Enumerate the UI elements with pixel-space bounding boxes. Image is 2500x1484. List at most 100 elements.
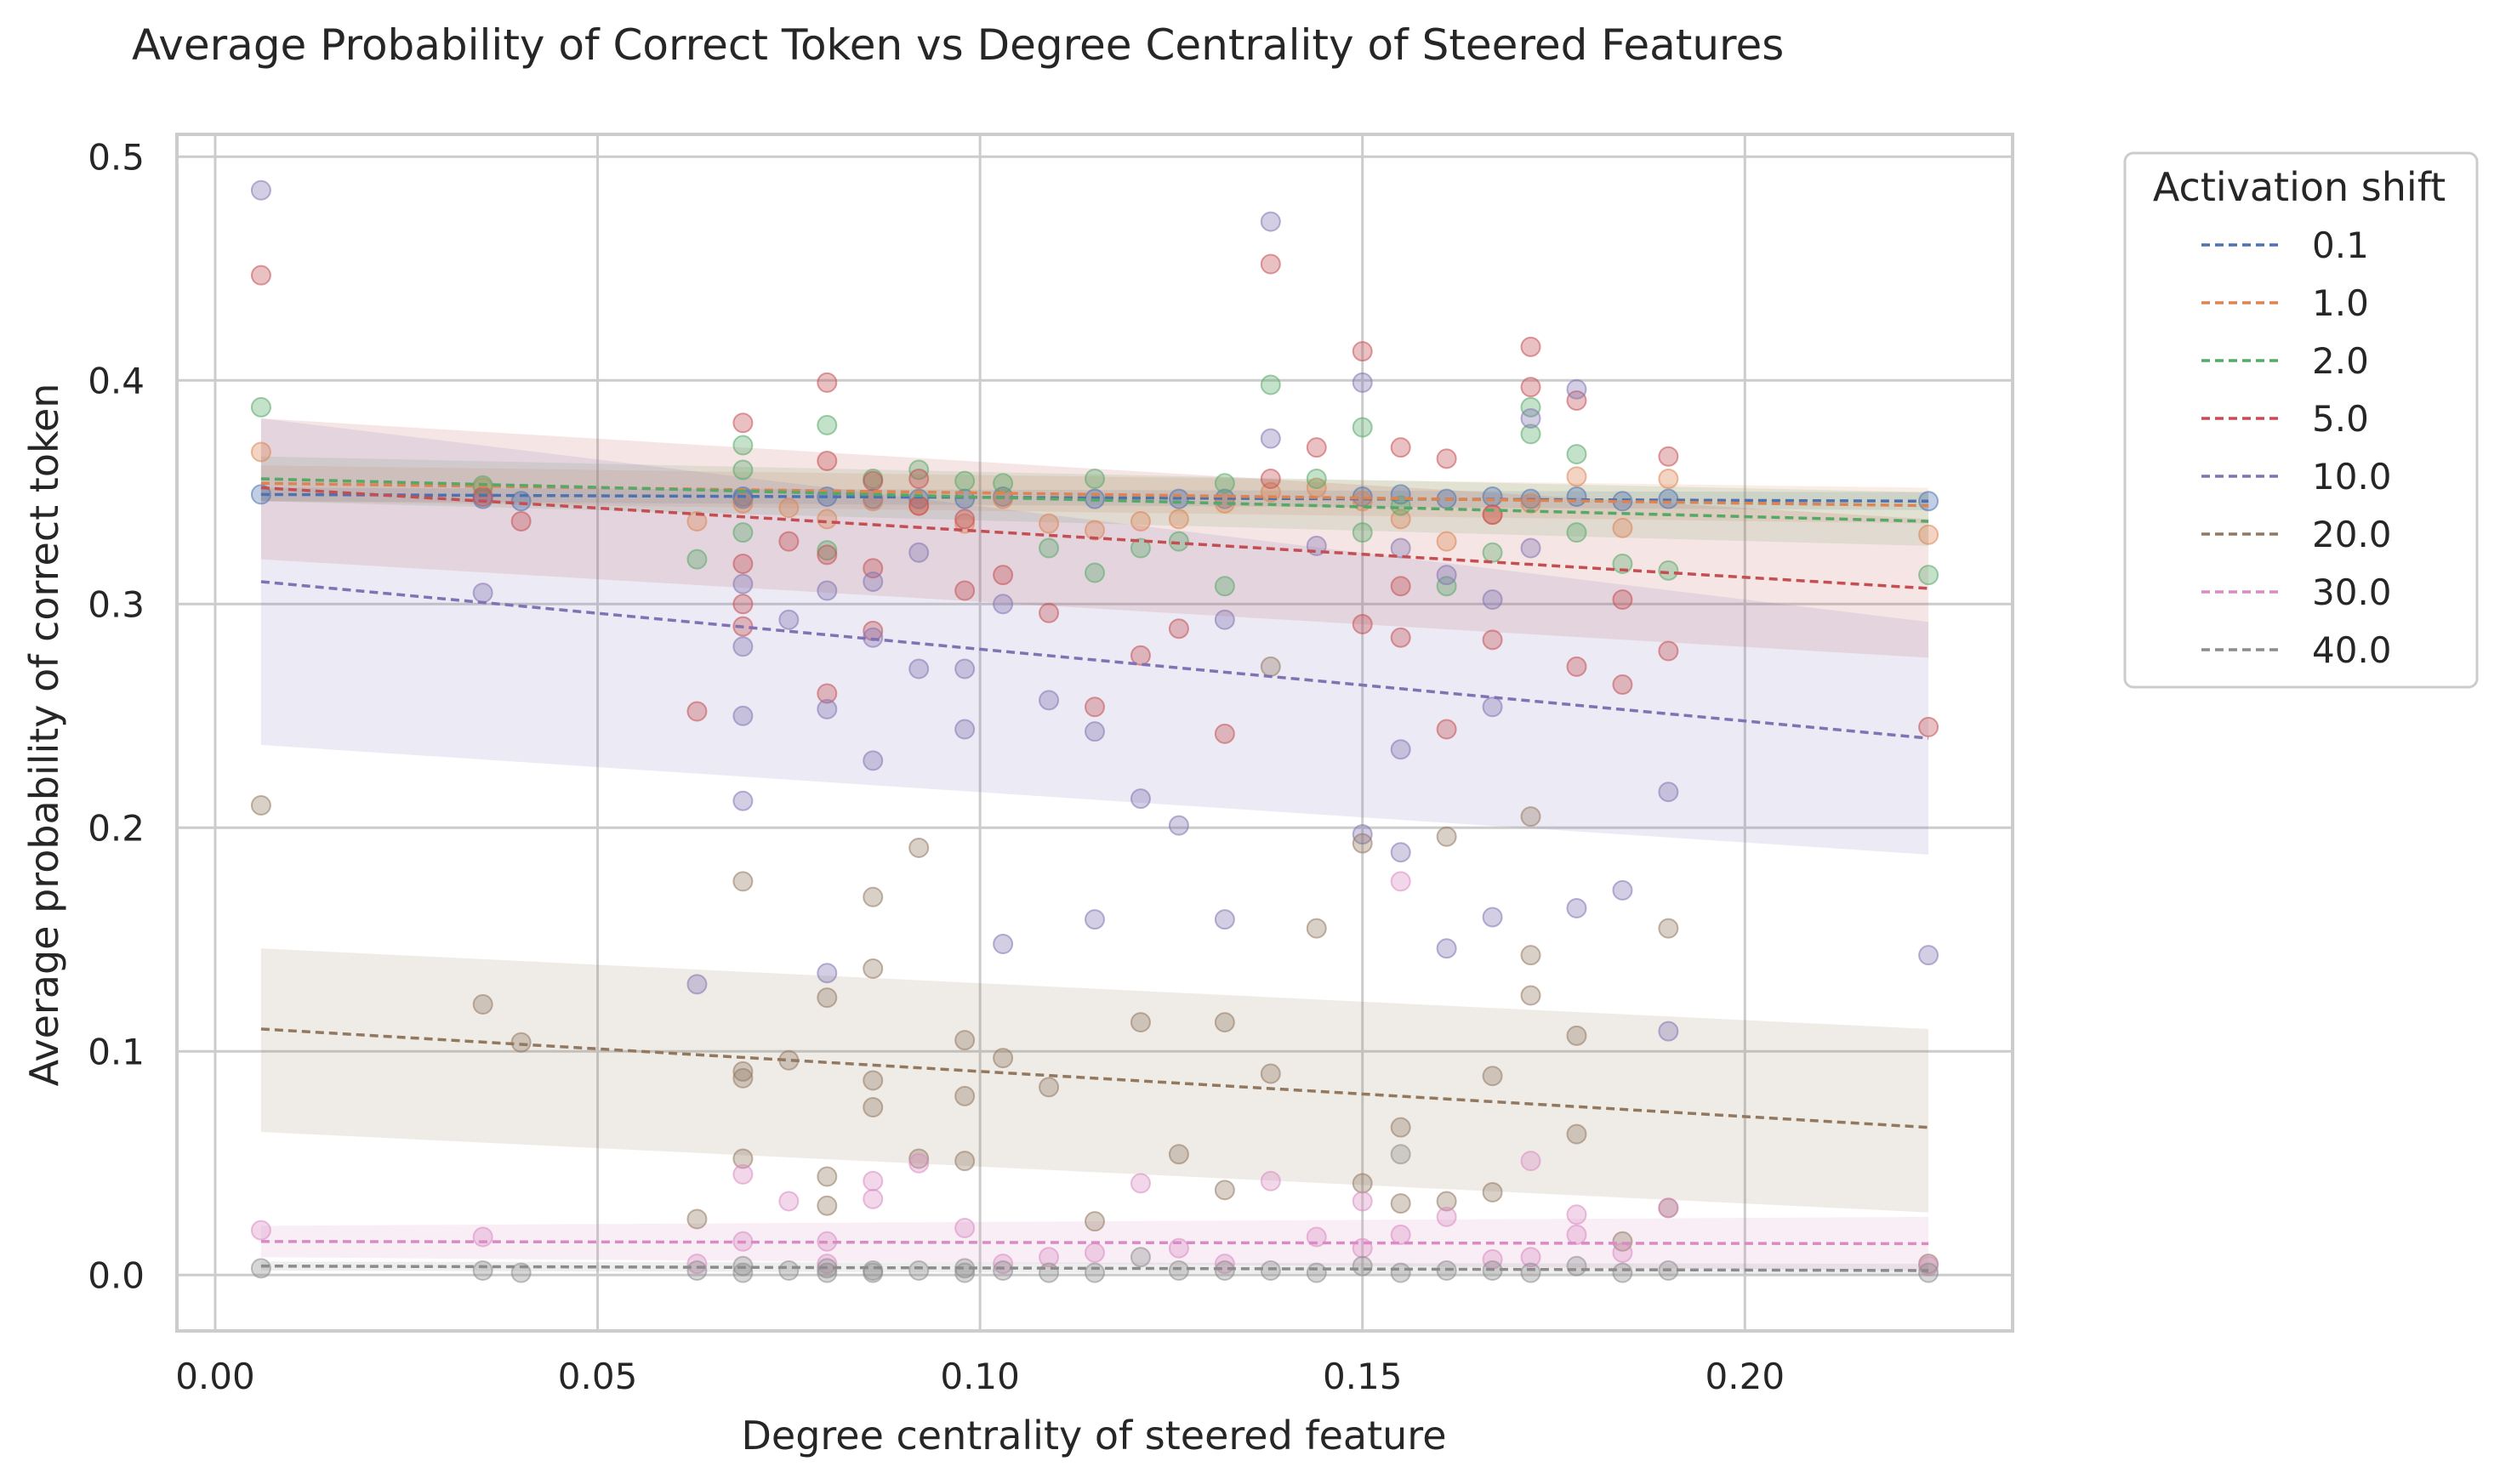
data-point bbox=[817, 963, 838, 984]
data-point bbox=[1085, 520, 1105, 541]
data-point bbox=[1658, 469, 1679, 490]
data-point bbox=[732, 412, 754, 434]
data-point bbox=[1658, 560, 1679, 581]
data-point bbox=[1436, 719, 1457, 740]
data-point bbox=[1390, 1144, 1411, 1165]
data-point bbox=[1039, 602, 1060, 623]
data-point bbox=[1260, 1063, 1281, 1084]
data-point bbox=[1214, 1259, 1235, 1281]
data-point bbox=[1085, 1262, 1105, 1283]
data-point bbox=[1520, 806, 1541, 827]
data-point bbox=[1390, 495, 1411, 516]
data-point bbox=[686, 974, 708, 995]
data-point bbox=[250, 179, 271, 201]
data-point bbox=[1566, 522, 1587, 543]
trend-line bbox=[260, 1240, 1929, 1246]
data-point bbox=[1168, 1259, 1189, 1281]
data-point bbox=[1352, 1191, 1373, 1212]
data-point bbox=[1039, 1077, 1060, 1098]
data-point bbox=[1390, 1262, 1411, 1283]
data-point bbox=[1658, 446, 1679, 467]
data-point bbox=[1520, 424, 1541, 445]
data-point bbox=[1520, 1262, 1541, 1283]
data-point bbox=[1566, 897, 1587, 918]
data-point bbox=[472, 1259, 493, 1281]
data-point bbox=[472, 1226, 493, 1248]
data-point bbox=[1085, 562, 1105, 583]
x-tick-label: 0.20 bbox=[1706, 1356, 1785, 1397]
data-point bbox=[1482, 1066, 1503, 1087]
data-point bbox=[1085, 909, 1105, 930]
data-point bbox=[817, 544, 838, 566]
data-point bbox=[1658, 782, 1679, 803]
trend-lines bbox=[260, 477, 1929, 1272]
legend-label: 1.0 bbox=[2312, 282, 2369, 324]
data-point bbox=[1612, 1262, 1633, 1283]
data-point bbox=[1658, 1197, 1679, 1219]
trend-line bbox=[260, 477, 1929, 523]
data-point bbox=[1918, 524, 1939, 545]
data-point bbox=[1130, 537, 1151, 559]
data-point bbox=[1214, 723, 1235, 744]
trend-line bbox=[260, 492, 1929, 503]
data-point bbox=[817, 509, 838, 530]
data-point bbox=[250, 1220, 271, 1241]
data-point bbox=[1520, 1151, 1541, 1172]
data-point bbox=[1520, 537, 1541, 559]
data-point bbox=[1482, 907, 1503, 928]
data-point bbox=[908, 837, 930, 858]
data-point bbox=[778, 531, 800, 552]
data-point bbox=[1482, 504, 1503, 526]
data-point bbox=[817, 580, 838, 601]
data-point bbox=[732, 1067, 754, 1089]
data-point bbox=[1168, 531, 1189, 552]
data-point bbox=[954, 719, 976, 740]
data-point bbox=[954, 580, 976, 601]
data-point bbox=[817, 683, 838, 704]
data-point bbox=[732, 594, 754, 615]
data-point bbox=[732, 790, 754, 811]
data-point bbox=[1352, 1255, 1373, 1276]
data-point bbox=[1306, 1262, 1327, 1283]
data-point bbox=[1390, 1224, 1411, 1245]
data-point bbox=[1612, 517, 1633, 538]
confidence-band bbox=[260, 418, 1929, 855]
data-point bbox=[993, 473, 1014, 494]
data-point bbox=[778, 1259, 800, 1281]
data-point bbox=[993, 1048, 1014, 1069]
data-point bbox=[1214, 473, 1235, 494]
legend-label: 40.0 bbox=[2312, 629, 2392, 671]
data-point bbox=[1085, 1211, 1105, 1232]
data-point bbox=[1612, 1242, 1633, 1263]
data-point bbox=[863, 470, 884, 492]
data-point bbox=[817, 698, 838, 719]
y-axis-label: Average probability of correct token bbox=[21, 384, 67, 1087]
legend-label: 0.1 bbox=[2312, 225, 2369, 266]
data-point bbox=[1039, 537, 1060, 559]
data-point bbox=[1520, 377, 1541, 398]
data-point bbox=[732, 459, 754, 480]
data-point bbox=[993, 1259, 1014, 1281]
data-point bbox=[1612, 674, 1633, 695]
data-point bbox=[1390, 537, 1411, 559]
data-point bbox=[1130, 1247, 1151, 1268]
data-point bbox=[1390, 576, 1411, 597]
data-point bbox=[1168, 618, 1189, 640]
data-point bbox=[1390, 437, 1411, 458]
data-point bbox=[1520, 1247, 1541, 1268]
data-point bbox=[1168, 509, 1189, 530]
data-point bbox=[1352, 372, 1373, 393]
data-point bbox=[1436, 448, 1457, 469]
data-point bbox=[1520, 492, 1541, 514]
data-point bbox=[472, 583, 493, 604]
data-point bbox=[993, 594, 1014, 615]
data-point bbox=[1918, 1262, 1939, 1283]
data-point bbox=[1214, 1180, 1235, 1201]
data-point bbox=[1085, 697, 1105, 718]
data-point bbox=[1612, 879, 1633, 901]
data-point bbox=[863, 627, 884, 648]
trend-line bbox=[260, 1264, 1929, 1272]
x-axis-ticks: 0.00 0.05 0.10 0.15 0.20 bbox=[175, 1356, 1785, 1397]
data-point bbox=[1918, 945, 1939, 966]
data-point bbox=[1130, 1173, 1151, 1194]
